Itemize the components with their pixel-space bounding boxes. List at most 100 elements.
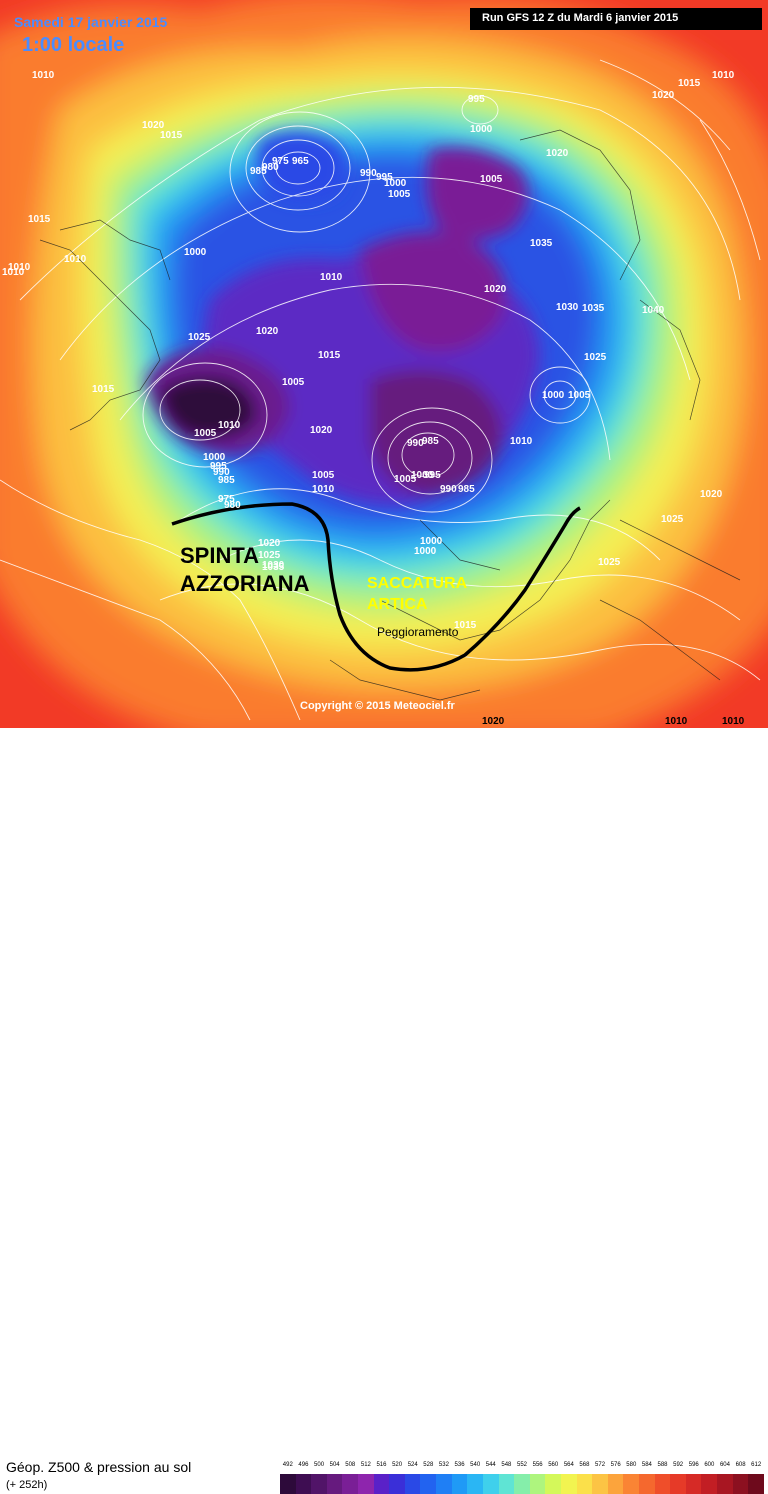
color-scale-label: 500: [314, 1462, 325, 1468]
isobar-label: 1030: [262, 560, 285, 571]
annotation-azzoriana: AZZORIANA: [180, 571, 310, 596]
color-scale-label: 548: [501, 1462, 512, 1468]
color-scale-swatch: [560, 1474, 577, 1494]
isobar-label: 1000: [470, 124, 493, 135]
color-scale-swatch: [451, 1474, 468, 1494]
isobar-label: 1025: [258, 550, 281, 561]
color-scale-label: 524: [407, 1462, 418, 1468]
isobar-label: 995: [424, 470, 441, 481]
color-scale-label: 516: [376, 1462, 387, 1468]
color-scale-swatch: [404, 1474, 421, 1494]
color-scale-swatch: [280, 1474, 296, 1494]
forecast-local-time: 1:00 locale: [22, 34, 125, 56]
legend-footer: Géop. Z500 & pression au sol (+ 252h) 49…: [0, 728, 768, 1494]
isobar-label: 1035: [582, 303, 605, 314]
color-scale-swatch: [748, 1474, 764, 1494]
isobar-label: 975: [218, 494, 235, 505]
color-scale-label: 584: [641, 1462, 652, 1468]
isobar-label: 1010: [32, 70, 55, 81]
color-scale-swatch: [373, 1474, 390, 1494]
color-scale-label: 568: [579, 1462, 590, 1468]
color-scale-swatch: [514, 1474, 530, 1494]
color-scale-label: 512: [360, 1462, 371, 1468]
isobar-label: 1000: [542, 390, 565, 401]
color-scale-label: 556: [532, 1462, 543, 1468]
isobar-label: 1020: [142, 120, 165, 131]
geopotential-field: [0, 0, 768, 728]
isobar-label: 1005: [194, 428, 217, 439]
color-scale-swatch: [342, 1474, 359, 1494]
isobar-label: 1010: [665, 716, 688, 727]
isobar-label: 1000: [384, 178, 407, 189]
isobar-label: 1010: [218, 420, 241, 431]
color-scale-swatch: [498, 1474, 515, 1494]
color-scale-label: 596: [688, 1462, 699, 1468]
color-scale-label: 504: [329, 1462, 340, 1468]
isobar-label: 1000: [184, 247, 207, 258]
color-scale-label: 588: [657, 1462, 668, 1468]
color-scale-swatch: [576, 1474, 593, 1494]
isobar-label: 990: [440, 484, 457, 495]
color-scale-swatch: [389, 1474, 405, 1494]
color-scale-label: 600: [704, 1462, 715, 1468]
annotation-spinta: SPINTA: [180, 543, 260, 568]
isobar-label: 965: [292, 156, 309, 167]
isobar-label: 1000: [411, 470, 434, 481]
run-info-box: [470, 8, 762, 30]
color-scale-label: 608: [735, 1462, 746, 1468]
color-scale-label: 544: [485, 1462, 496, 1468]
color-scale-label: 604: [719, 1462, 730, 1468]
isobar-label: 980: [262, 162, 279, 173]
color-scale-label: 552: [516, 1462, 528, 1468]
color-scale-label: 492: [282, 1462, 293, 1468]
isobar-label: 1035: [530, 238, 553, 249]
legend-title: Géop. Z500 & pression au sol: [6, 1459, 192, 1475]
color-scale-label: 612: [751, 1462, 762, 1468]
isobar-label: 1005: [568, 390, 591, 401]
color-scale-swatch: [358, 1474, 374, 1494]
color-scale-swatch: [654, 1474, 671, 1494]
isobar-label: 1000: [203, 452, 226, 463]
isobar-label: 975: [272, 156, 289, 167]
isobar-label: 1005: [282, 377, 305, 388]
color-scale-swatch: [467, 1474, 483, 1494]
isobar-label: 995: [210, 461, 227, 472]
isobar-label: 1020: [700, 489, 723, 500]
isobar-label: 1020: [484, 284, 507, 295]
isobar-label: 1005: [394, 474, 417, 485]
color-scale-swatch: [685, 1474, 702, 1494]
isobar-label: 985: [218, 475, 235, 486]
isobar-label: 1025: [661, 514, 684, 525]
isobar-label: 1010: [722, 716, 745, 727]
weather-map: Samedi 17 janvier 2015 1:00 locale Run G…: [0, 0, 768, 728]
isobar-label: 995: [468, 94, 485, 105]
isobar-label: 990: [360, 168, 377, 179]
color-scale-label: 508: [345, 1462, 356, 1468]
color-scale-swatch: [482, 1474, 499, 1494]
annotation-peggioramento: Peggioramento: [377, 625, 459, 639]
color-scale-label: 520: [392, 1462, 403, 1468]
color-scale-swatch: [639, 1474, 655, 1494]
color-scale-label: 536: [454, 1462, 465, 1468]
isobar-label: 1020: [256, 326, 279, 337]
isobar-label: 1020: [310, 425, 333, 436]
color-scale-label: 564: [563, 1462, 574, 1468]
isobar-label: 1010: [712, 70, 735, 81]
color-scale-swatch: [295, 1474, 312, 1494]
isobar-label: 1010: [8, 262, 31, 273]
isobar-label: 1010: [2, 267, 25, 278]
color-scale-swatch: [732, 1474, 749, 1494]
isobar-label: 985: [458, 484, 475, 495]
isobar-label: 1005: [312, 470, 335, 481]
coastlines: [39, 129, 741, 701]
color-scale-swatch: [670, 1474, 686, 1494]
color-scale: 492 496 500 504 508 512 516 520 524 528 532 536 540 5…: [280, 1462, 764, 1494]
isobar-label: 1025: [584, 352, 607, 363]
color-scale-swatch: [545, 1474, 561, 1494]
run-info: Run GFS 12 Z du Mardi 6 janvier 2015: [482, 12, 679, 24]
color-scale-swatch: [529, 1474, 546, 1494]
isobar-label: 1025: [598, 557, 621, 568]
isobar-label: 990: [407, 438, 424, 449]
color-scale-label: 532: [438, 1462, 449, 1468]
color-scale-swatch: [592, 1474, 608, 1494]
